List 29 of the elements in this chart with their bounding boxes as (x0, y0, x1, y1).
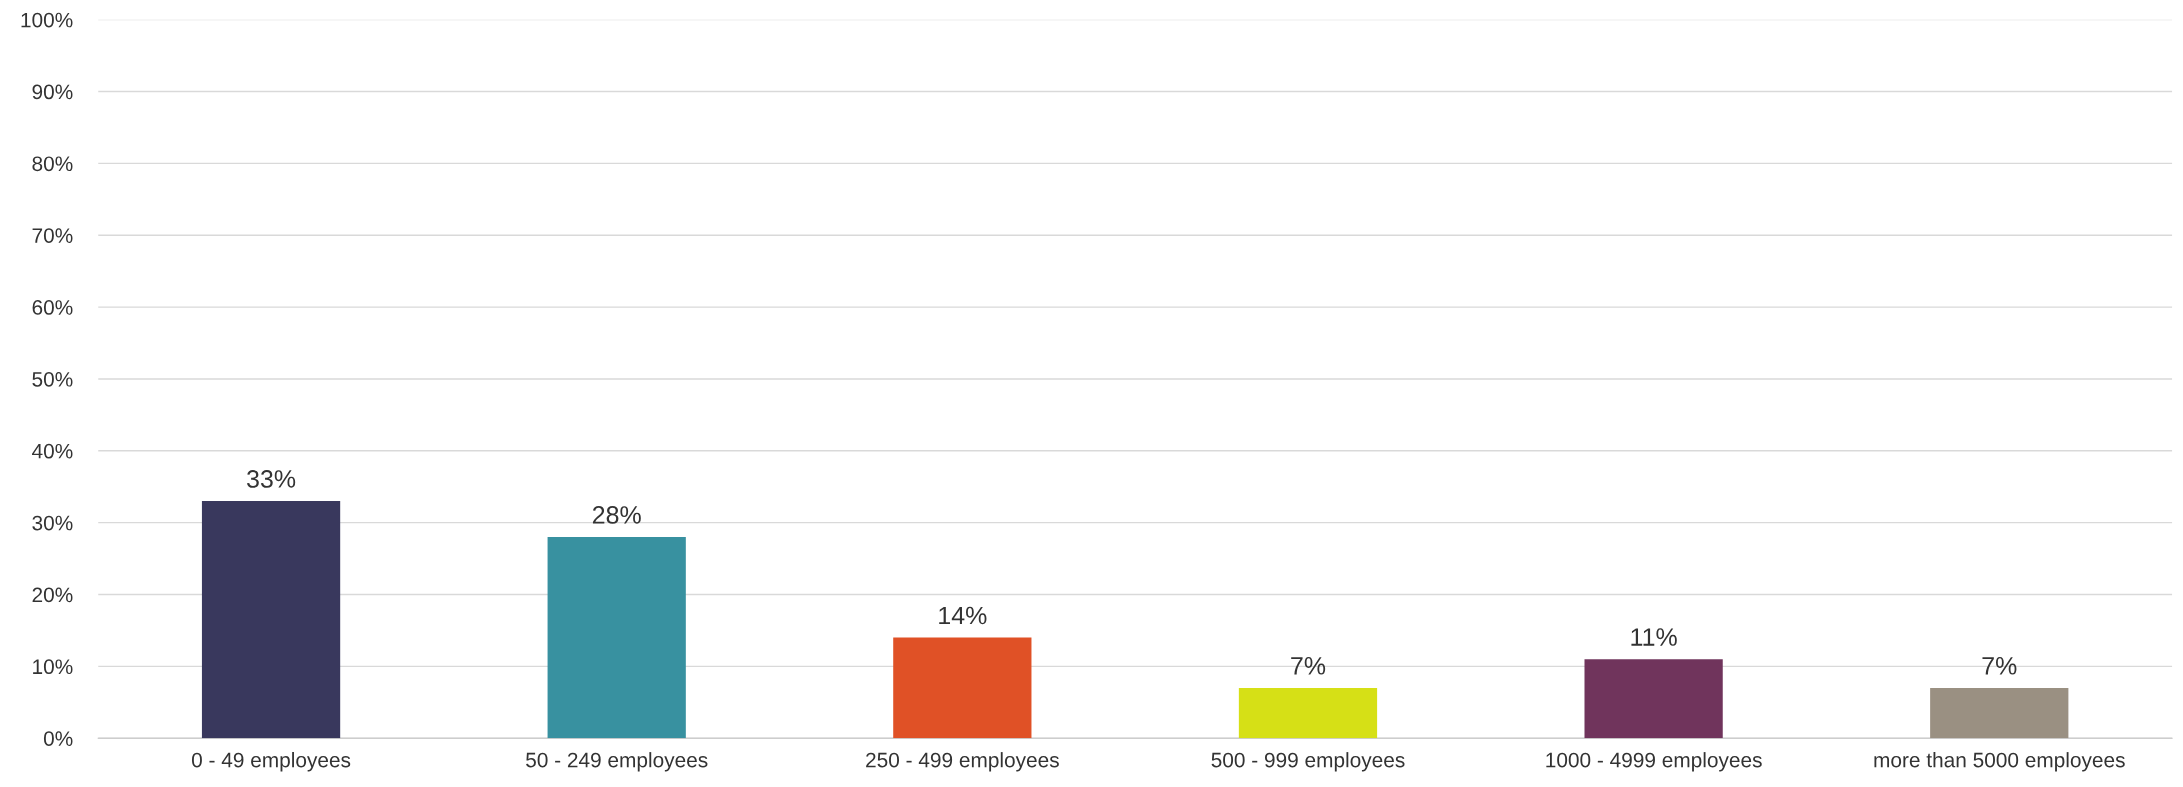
x-tick-label: more than 5000 employees (1874, 752, 2125, 772)
y-tick-label: 100% (21, 12, 73, 28)
y-tick-label: 50% (32, 371, 73, 387)
x-tick-label: 250 - 499 employees (866, 752, 1059, 772)
bar (1930, 687, 2069, 739)
y-tick-label: 60% (32, 300, 73, 315)
y-tick-label: 10% (33, 659, 73, 675)
data-label: 14% (939, 606, 987, 625)
y-tick-label: 30% (32, 515, 73, 531)
x-tick-label: 50 - 249 employees (526, 752, 708, 772)
bar (893, 637, 1032, 739)
y-tick-label: 70% (32, 228, 73, 243)
y-tick-label: 40% (32, 443, 73, 459)
x-tick-label: 500 - 999 employees (1211, 752, 1405, 772)
data-label: 33% (246, 470, 296, 488)
bar (1238, 687, 1378, 739)
data-label: 28% (592, 506, 641, 524)
data-label: 7% (1291, 657, 1326, 675)
bar (201, 501, 341, 739)
bar (1584, 659, 1723, 739)
x-tick-label: 1000 - 4999 employees (1546, 752, 1762, 772)
bar (547, 537, 686, 739)
x-tick-label: 0 - 49 employees (191, 752, 351, 772)
y-tick-label: 90% (32, 84, 73, 100)
y-tick-label: 0% (43, 731, 73, 746)
data-label: 11% (1631, 628, 1677, 646)
y-tick-label: 80% (32, 156, 73, 172)
y-tick-label: 20% (32, 587, 73, 603)
data-label: 7% (1982, 657, 2017, 675)
